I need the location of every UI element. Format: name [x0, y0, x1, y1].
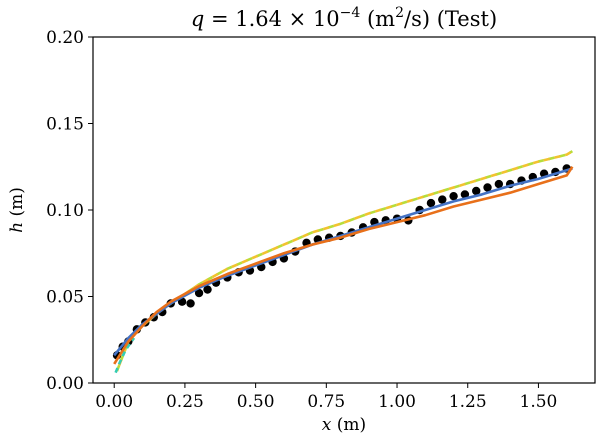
- x-tick-label: 1.00: [378, 392, 416, 412]
- y-tick-label: 0.10: [46, 201, 84, 221]
- data-point: [203, 285, 212, 294]
- y-tick-label: 0.00: [46, 374, 84, 394]
- data-point: [449, 191, 458, 201]
- series-line: [115, 150, 574, 372]
- data-point: [483, 183, 492, 192]
- title-units-close: /s) (Test): [404, 7, 497, 31]
- series-line: [113, 167, 573, 357]
- data-point: [426, 198, 436, 208]
- series-line: [115, 150, 574, 372]
- series-line: [114, 337, 136, 374]
- x-axis-unit: (m): [331, 415, 366, 435]
- x-tick-label: 0.00: [95, 392, 133, 412]
- title-units-open: (m: [360, 7, 395, 31]
- y-tick-label: 0.20: [46, 28, 84, 48]
- y-tick-label: 0.15: [46, 115, 84, 135]
- title-variable: q: [191, 7, 204, 31]
- title-equation: = 1.64 × 10: [204, 7, 339, 31]
- y-axis-unit: (m): [7, 187, 27, 222]
- data-point: [460, 190, 470, 199]
- series-line: [113, 166, 574, 365]
- data-point: [438, 195, 447, 204]
- x-axis-variable: x: [322, 415, 332, 435]
- data-point: [494, 179, 504, 189]
- plot-frame: [92, 36, 596, 384]
- x-tick-label: 0.25: [166, 392, 204, 412]
- x-tick-label: 0.50: [237, 392, 275, 412]
- data-point: [472, 186, 481, 196]
- y-axis-label: h (m): [7, 187, 27, 233]
- title-units-superscript: 2: [395, 5, 404, 21]
- y-axis-ticks: 0.00 0.05 0.10 0.15 0.20: [46, 28, 93, 394]
- x-tick-label: 0.75: [307, 392, 345, 412]
- y-tick-label: 0.05: [46, 288, 84, 308]
- x-axis-ticks: 0.00 0.25 0.50 0.75 1.00 1.25 1.50: [95, 383, 557, 412]
- x-tick-label: 1.50: [520, 392, 558, 412]
- data-point: [186, 299, 195, 308]
- title-exponent: −4: [340, 5, 361, 21]
- plot-content: [112, 150, 574, 374]
- x-axis-label: x (m): [322, 415, 366, 435]
- y-axis-variable: h: [7, 222, 27, 233]
- data-point: [194, 288, 204, 298]
- x-tick-label: 1.25: [449, 392, 487, 412]
- chart-title: q = 1.64 × 10−4 (m2/s) (Test): [191, 5, 497, 31]
